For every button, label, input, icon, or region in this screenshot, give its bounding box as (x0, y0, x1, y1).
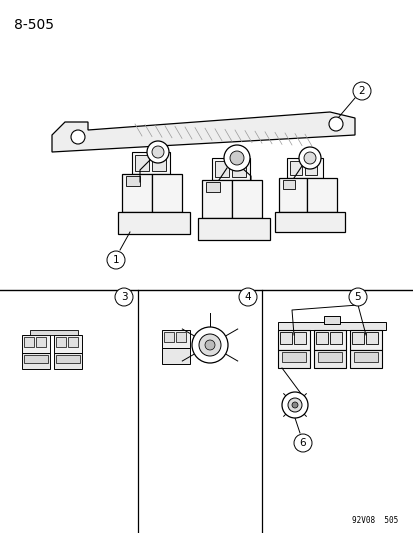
Bar (315, 332, 327, 344)
Bar (304, 161, 316, 175)
Circle shape (115, 288, 133, 306)
Circle shape (147, 141, 169, 163)
Bar (313, 330, 345, 350)
Circle shape (281, 392, 307, 418)
Bar (317, 352, 341, 362)
Circle shape (204, 340, 214, 350)
Bar (54, 335, 82, 353)
Circle shape (71, 130, 85, 144)
Bar (164, 332, 173, 342)
Bar (277, 350, 309, 368)
Text: 2: 2 (358, 86, 364, 96)
Bar (349, 330, 381, 350)
Bar (349, 350, 381, 368)
Circle shape (287, 398, 301, 412)
Bar (313, 350, 345, 368)
Circle shape (352, 82, 370, 100)
Bar (286, 158, 322, 178)
Bar (30, 330, 78, 335)
Bar (365, 332, 377, 344)
Bar (306, 178, 336, 212)
Bar (22, 335, 50, 353)
Bar (231, 180, 261, 218)
Bar (281, 352, 305, 362)
Text: 92V08  505: 92V08 505 (351, 516, 397, 525)
Bar (161, 330, 190, 348)
Bar (126, 176, 140, 186)
Bar (293, 332, 305, 344)
Bar (279, 332, 291, 344)
Bar (277, 330, 309, 350)
Circle shape (107, 251, 125, 269)
Bar (231, 161, 245, 177)
Text: 4: 4 (244, 292, 251, 302)
Circle shape (348, 288, 366, 306)
Bar (122, 174, 152, 212)
Text: 1: 1 (112, 255, 119, 265)
Bar (278, 178, 306, 212)
Bar (176, 332, 185, 342)
Bar (68, 337, 78, 347)
Bar (197, 218, 269, 240)
Circle shape (192, 327, 228, 363)
Bar (282, 180, 294, 189)
Bar (118, 212, 190, 234)
Bar (323, 316, 339, 324)
Bar (277, 322, 385, 330)
Bar (289, 161, 301, 175)
Text: 8-505: 8-505 (14, 18, 54, 32)
Bar (152, 155, 166, 171)
Bar (36, 337, 46, 347)
Circle shape (303, 152, 315, 164)
Bar (56, 355, 80, 363)
Text: 5: 5 (354, 292, 361, 302)
Bar (351, 332, 363, 344)
Bar (132, 152, 170, 174)
Bar (24, 355, 48, 363)
Bar (24, 337, 34, 347)
Bar (214, 161, 228, 177)
Circle shape (291, 402, 297, 408)
Circle shape (293, 434, 311, 452)
Text: 6: 6 (299, 438, 306, 448)
Bar (152, 174, 182, 212)
Bar (22, 353, 50, 369)
Bar (206, 182, 219, 192)
Circle shape (223, 145, 249, 171)
Bar (202, 180, 231, 218)
Circle shape (199, 334, 221, 356)
Bar (161, 348, 190, 364)
Circle shape (298, 147, 320, 169)
Bar (211, 158, 249, 180)
Bar (353, 352, 377, 362)
Circle shape (230, 151, 243, 165)
Bar (274, 212, 344, 232)
Bar (56, 337, 66, 347)
Circle shape (238, 288, 256, 306)
Circle shape (328, 117, 342, 131)
Text: 3: 3 (121, 292, 127, 302)
Polygon shape (52, 112, 354, 152)
Bar (329, 332, 341, 344)
Bar (54, 353, 82, 369)
Circle shape (152, 146, 164, 158)
Bar (135, 155, 149, 171)
